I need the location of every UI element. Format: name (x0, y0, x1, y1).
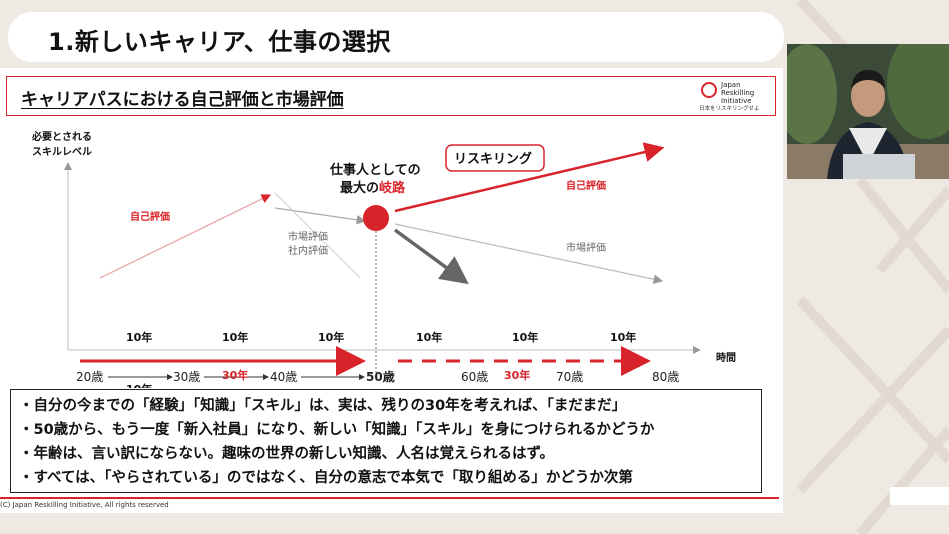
logo-tagline: 日本をリスキリングせよ (699, 106, 760, 112)
slide-heading-frame: キャリアパスにおける自己評価と市場評価 Japan Reskilling Ini… (6, 76, 776, 116)
reskilling-box (445, 144, 545, 172)
crossroad-label-2: 最大の岐路 (340, 180, 406, 196)
footer-divider (0, 497, 779, 499)
copyright: (C) Japan Reskilling Initiative, All rig… (0, 501, 169, 509)
span-label-solid: 30年 (222, 368, 248, 382)
x-axis-label: 時間 (716, 351, 736, 364)
career-path-diagram: 必要とされる スキルレベル 時間 自己評価 市場評価 社内評価 仕事人としての … (31, 130, 736, 384)
internal-eval-label-mid: 社内評価 (288, 244, 328, 257)
interval-10y-2: 10年 (222, 330, 248, 344)
presenter-video (787, 44, 949, 179)
logo-text: Japan Reskilling Initiative (721, 81, 755, 105)
y-axis-label: 必要とされる (31, 130, 92, 143)
presenter-image (787, 44, 949, 179)
presentation-slide: キャリアパスにおける自己評価と市場評価 Japan Reskilling Ini… (0, 68, 783, 513)
reskilling-label: リスキリング (454, 151, 532, 167)
span-arrows: 10年 (126, 382, 152, 388)
market-eval-line-early-2 (274, 192, 361, 279)
title-bar: 1.新しいキャリア、仕事の選択 (8, 12, 784, 62)
self-eval-label-left: 自己評価 (130, 210, 170, 223)
market-eval-line-late (394, 223, 664, 284)
page-title: 1.新しいキャリア、仕事の選択 (48, 28, 391, 56)
key-point-2: ・50歳から、もう一度「新入社員」になり、新しい「知識」「スキル」を身につけられ… (19, 422, 655, 438)
interval-10y-1: 10年 (126, 330, 152, 344)
key-points-box: ・自分の今までの「経験」「知識」「スキル」は、実は、残りの30年を考えれば、「ま… (10, 389, 762, 493)
self-eval-label-right: 自己評価 (566, 179, 606, 192)
age-20: 20歳 (76, 370, 103, 384)
key-point-4: ・すべては、「やらされている」のではなく、自分の意志で本気で「取り組める」かどう… (19, 470, 633, 486)
market-eval-label-mid: 市場評価 (288, 230, 328, 243)
age-80: 80歳 (652, 370, 679, 384)
lightbulb-icon (701, 82, 717, 98)
reskilling-line (394, 142, 665, 213)
interval-10y-5: 10年 (512, 330, 538, 344)
age-40: 40歳 (270, 370, 297, 384)
age-30: 30歳 (173, 370, 200, 384)
timeline-annotations: 10年 10年 10年 10年 10年 10年 30年 30年 (80, 330, 651, 382)
side-decor (890, 487, 949, 505)
age-50: 50歳 (366, 369, 395, 384)
age-70: 70歳 (556, 370, 583, 384)
market-eval-line-early (274, 207, 367, 225)
interval-10y-4: 10年 (416, 330, 442, 344)
slide-heading: キャリアパスにおける自己評価と市場評価 (21, 90, 344, 110)
jri-logo: Japan Reskilling Initiative 日本をリスキリングせよ (699, 80, 765, 114)
y-axis-label-2: スキルレベル (32, 146, 92, 158)
key-point-1: ・自分の今までの「経験」「知識」「スキル」は、実は、残りの30年を考えれば、「ま… (19, 398, 627, 414)
crossroad-label: 仕事人としての (329, 162, 421, 178)
age-timeline: 20歳 30歳 40歳 50歳 60歳 70歳 80歳 (76, 369, 679, 384)
span-label-dashed: 30年 (504, 368, 530, 382)
interval-10y-3: 10年 (318, 330, 344, 344)
self-eval-line-early (99, 194, 272, 279)
interval-label-1: 10年 (126, 382, 152, 388)
market-eval-label-right: 市場評価 (566, 241, 606, 254)
key-point-3: ・年齢は、言い訳にならない。趣味の世界の新しい知識、人名は覚えられるはず。 (19, 446, 555, 462)
crossroad-point (363, 205, 389, 231)
decline-arrow (393, 228, 469, 285)
age-60: 60歳 (461, 370, 488, 384)
interval-10y-6: 10年 (610, 330, 636, 344)
